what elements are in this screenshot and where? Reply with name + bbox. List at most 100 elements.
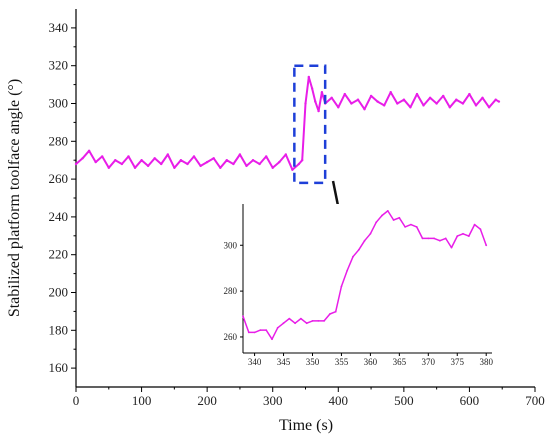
data-point <box>101 155 104 158</box>
inset-data-point <box>311 320 314 322</box>
inset-x-tick-label: 355 <box>335 357 349 367</box>
data-point <box>415 92 419 96</box>
data-point <box>199 164 202 168</box>
y-tick-label: 320 <box>49 58 69 73</box>
inset-data-point <box>386 210 389 212</box>
data-point <box>494 98 497 101</box>
data-point <box>350 102 353 105</box>
x-tick-label: 200 <box>197 393 217 408</box>
y-tick-label: 180 <box>49 322 69 337</box>
data-point <box>74 162 78 166</box>
data-point <box>474 104 478 107</box>
data-point <box>251 159 255 162</box>
inset-data-point <box>479 228 482 231</box>
data-point <box>166 153 169 156</box>
data-point <box>258 162 261 166</box>
data-point <box>186 162 189 166</box>
data-point <box>409 106 412 109</box>
inset-data-point <box>329 313 331 315</box>
inset-data-point <box>462 232 464 235</box>
data-point <box>428 96 432 100</box>
data-point <box>376 100 379 103</box>
x-axis-title: Time (s) <box>279 417 333 434</box>
inset-data-point <box>323 320 325 322</box>
inset-data-point <box>392 219 395 221</box>
x-tick-label: 300 <box>263 393 283 408</box>
data-point <box>442 94 445 98</box>
inset-x-tick-label: 375 <box>451 357 465 367</box>
data-point <box>291 168 294 171</box>
y-tick-label: 200 <box>49 285 69 300</box>
inset-data-point <box>375 221 378 224</box>
inset-data-point <box>265 329 268 331</box>
inset-data-point <box>242 315 244 318</box>
data-point <box>278 160 281 164</box>
inset-data-point <box>433 237 435 240</box>
inset-data-point <box>404 226 406 228</box>
inset-data-point <box>271 338 273 341</box>
data-point <box>356 98 360 101</box>
x-tick-label: 500 <box>394 393 414 408</box>
data-point <box>487 106 491 109</box>
data-point <box>337 106 340 109</box>
inset-data-point <box>485 244 488 247</box>
inset-x-tick-label: 360 <box>364 357 378 367</box>
inset-y-tick-label: 300 <box>224 240 238 250</box>
data-point <box>232 162 235 166</box>
data-point <box>245 164 248 168</box>
data-point <box>304 102 307 105</box>
data-point <box>363 108 366 111</box>
data-point <box>310 87 314 90</box>
inset-data-point <box>398 216 401 219</box>
data-point <box>448 106 451 109</box>
inset-y-tick-label: 260 <box>224 332 238 342</box>
data-point <box>173 166 176 169</box>
inset-data-point <box>467 235 470 238</box>
inset-data-point <box>439 239 441 242</box>
inset-data-point <box>334 310 337 313</box>
data-point <box>301 159 304 162</box>
y-tick-label: 300 <box>49 96 69 111</box>
inset-data-point <box>444 237 447 240</box>
data-point <box>238 153 242 156</box>
x-tick-label: 700 <box>525 393 545 408</box>
data-point <box>468 92 471 96</box>
data-point <box>271 166 274 169</box>
data-point <box>422 104 425 107</box>
inset-data-point <box>317 320 320 322</box>
data-point <box>107 166 111 169</box>
inset-data-point <box>340 285 343 288</box>
inset-x-tick-label: 340 <box>248 357 262 367</box>
series-line <box>75 76 500 171</box>
data-point <box>114 159 117 162</box>
data-point <box>307 75 310 79</box>
inset-x-tick-label: 380 <box>479 357 493 367</box>
data-point <box>455 98 458 101</box>
data-point <box>160 162 163 166</box>
inset-data-point <box>294 322 296 325</box>
inset-data-point <box>369 232 372 235</box>
data-point <box>383 104 386 107</box>
main-plot: 0 100 200 300 400 500 600 700 160 180 200 220 240 260… <box>49 9 545 408</box>
inset-y-tick-label: 280 <box>224 286 238 296</box>
y-axis-title: Stabilized platform toolface angle (°) <box>6 79 23 317</box>
inset-data-point <box>259 329 262 331</box>
data-point <box>153 157 156 160</box>
inset-data-point <box>282 322 285 325</box>
inset-data-point <box>305 322 308 325</box>
inset-data-point <box>253 331 256 334</box>
y-tick-label: 260 <box>49 171 69 186</box>
data-point <box>402 98 406 101</box>
x-tick-label: 100 <box>132 393 152 408</box>
y-tick-label: 340 <box>49 20 69 35</box>
inset-data-point <box>357 248 360 251</box>
y-tick-label: 220 <box>49 247 69 262</box>
data-point <box>225 159 228 162</box>
data-point <box>317 109 320 113</box>
data-point <box>330 96 333 100</box>
data-point <box>320 91 324 94</box>
data-point <box>205 160 209 164</box>
data-point <box>87 149 91 152</box>
inset-data-point <box>410 223 412 226</box>
